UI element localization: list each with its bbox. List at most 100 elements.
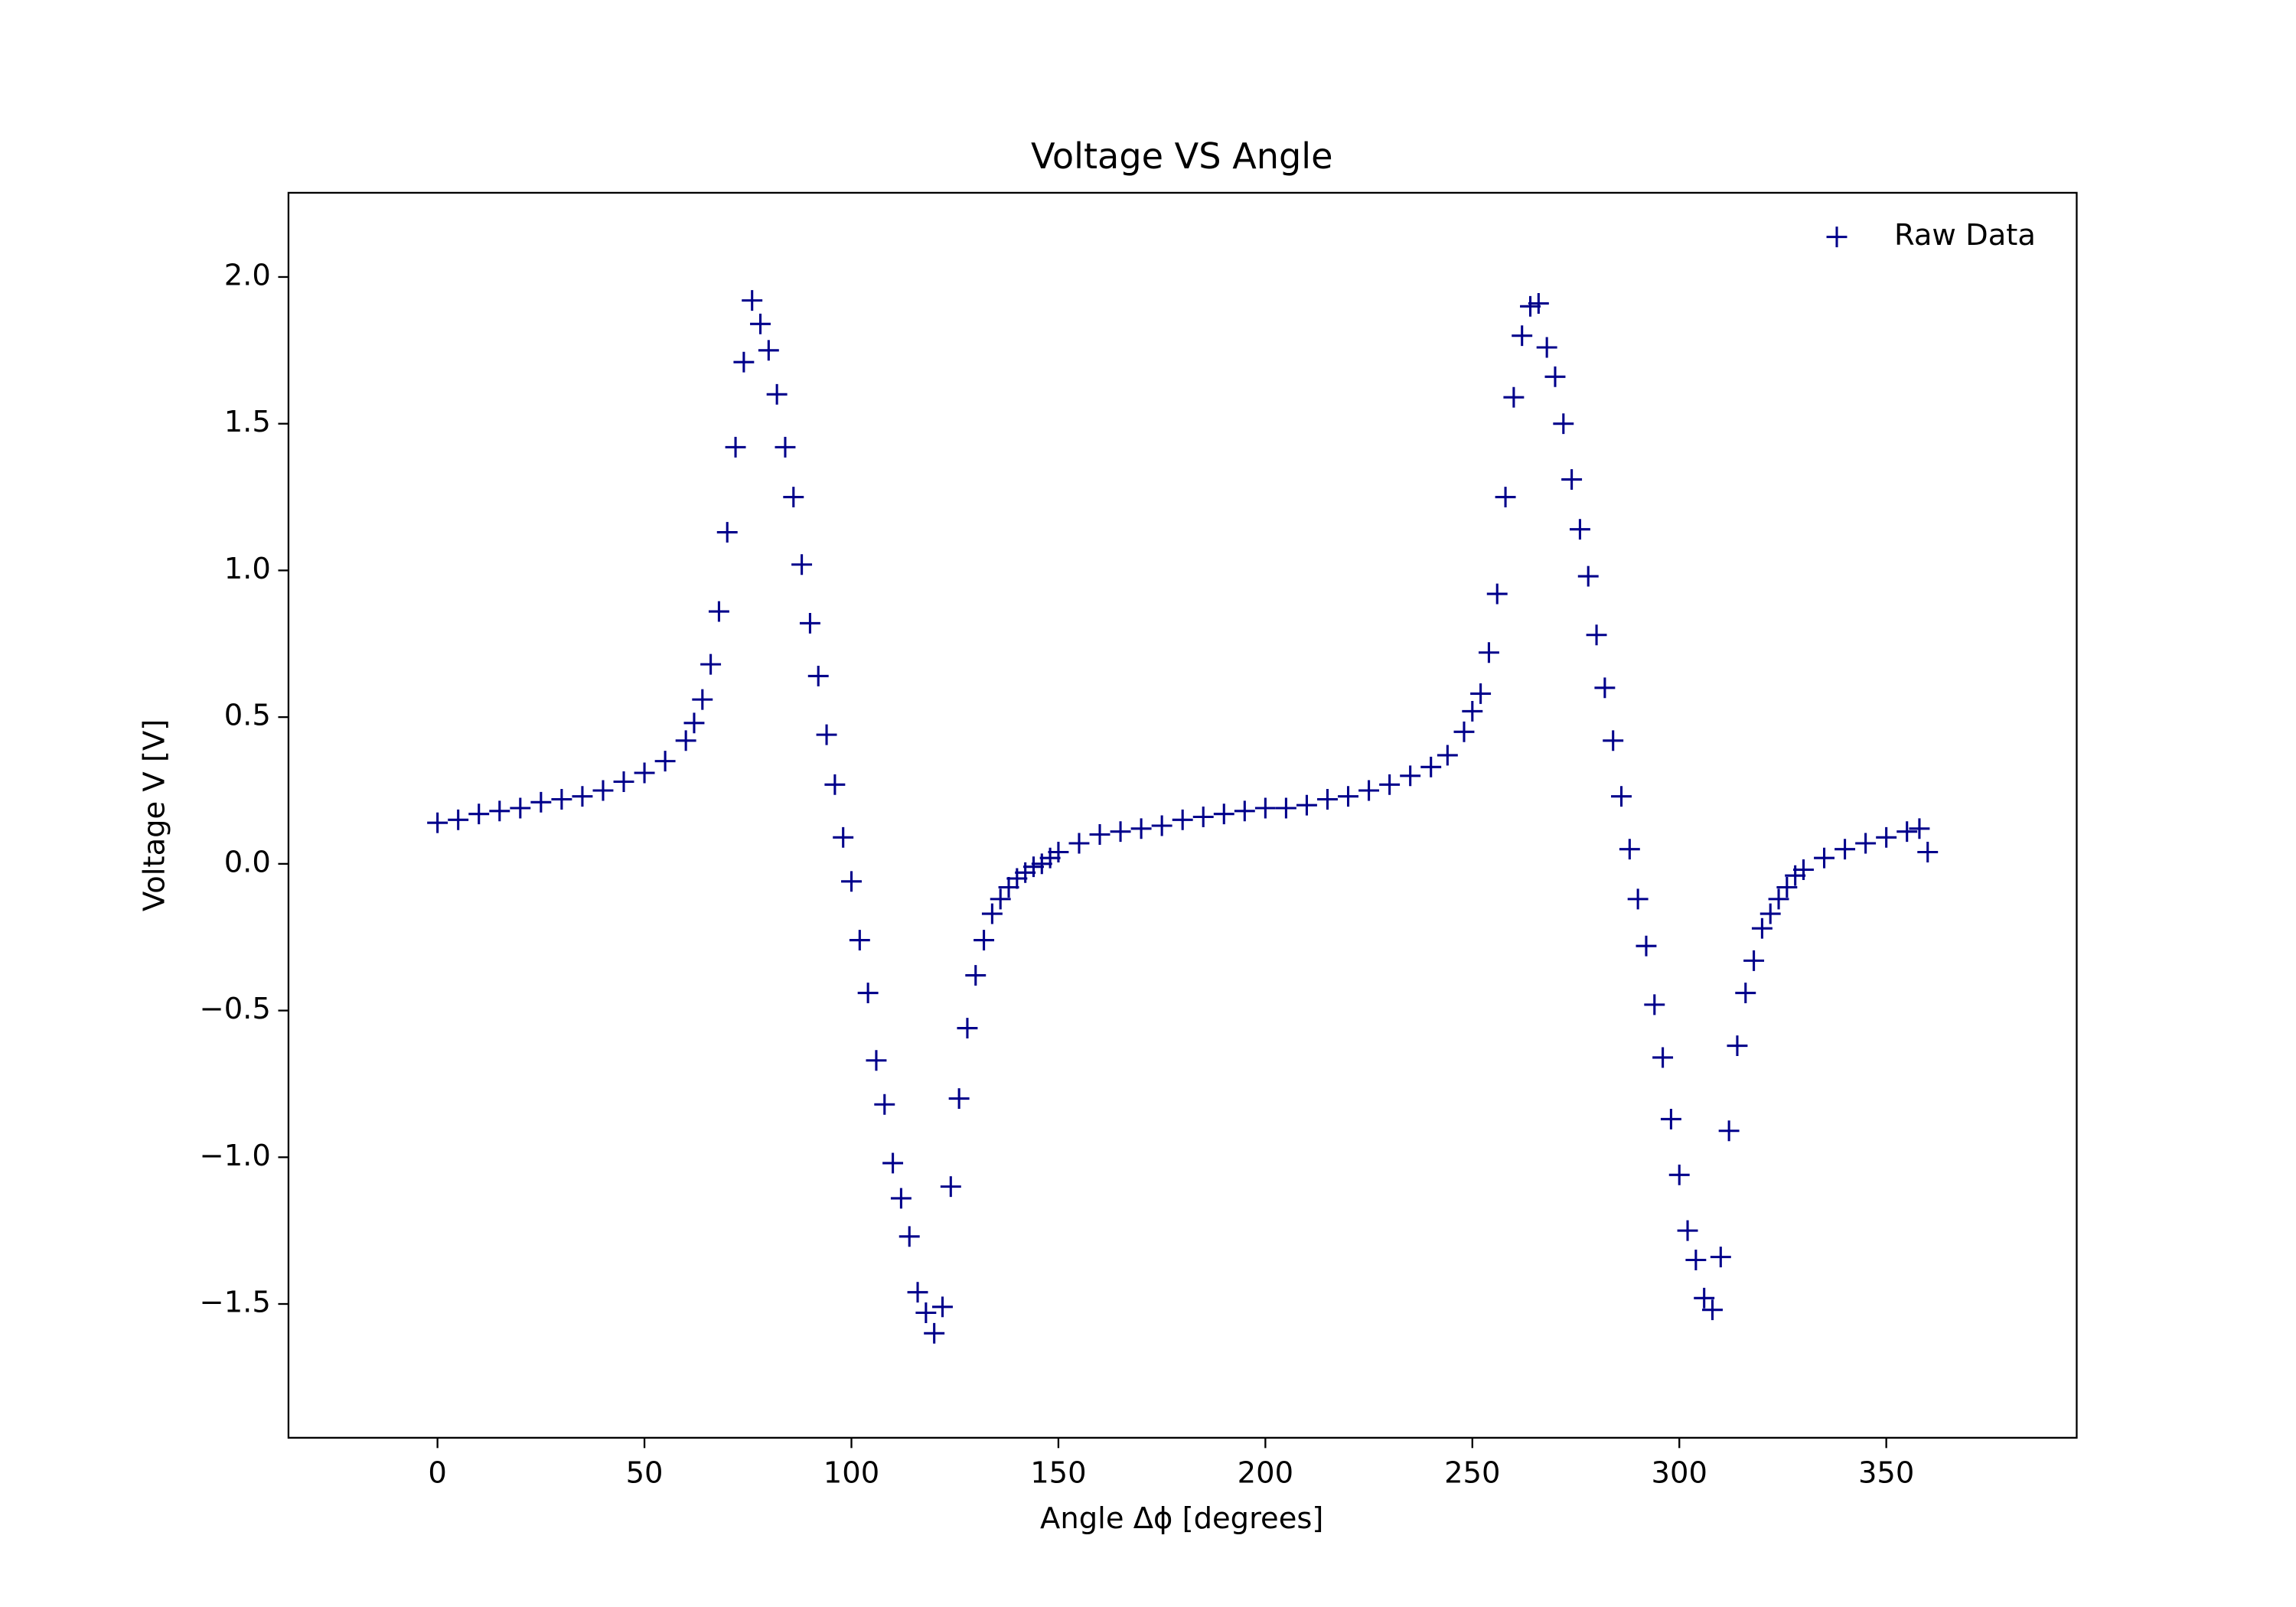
- x-tick-label: 100: [823, 1455, 879, 1490]
- data-point: [1619, 839, 1640, 860]
- data-point: [1296, 794, 1317, 816]
- data-point: [998, 877, 1019, 898]
- data-point: [1400, 765, 1421, 787]
- data-point: [807, 665, 829, 686]
- data-point: [1594, 677, 1616, 699]
- data-point: [1896, 821, 1918, 843]
- x-tick-label: 350: [1858, 1455, 1914, 1490]
- data-point: [948, 1088, 970, 1110]
- data-point: [448, 809, 469, 830]
- data-point: [1751, 918, 1773, 939]
- data-point: [1776, 877, 1798, 898]
- y-tick-label: 1.5: [224, 405, 271, 439]
- data-point: [1089, 824, 1110, 845]
- data-point: [816, 724, 837, 745]
- data-point: [613, 771, 634, 792]
- data-point: [742, 290, 763, 311]
- data-point: [1420, 756, 1442, 777]
- data-point: [1437, 745, 1458, 766]
- data-point: [1814, 847, 1835, 869]
- data-point: [791, 554, 813, 575]
- legend-label: Raw Data: [1894, 218, 2036, 253]
- data-point: [1512, 325, 1533, 347]
- data-point: [1694, 1287, 1715, 1309]
- data-point: [654, 751, 676, 772]
- data-point: [1553, 413, 1574, 435]
- data-point: [1577, 566, 1599, 587]
- data-point: [799, 612, 820, 634]
- data-point: [530, 791, 552, 813]
- data-point: [1478, 642, 1499, 663]
- y-tick-label: 1.0: [224, 552, 271, 586]
- data-point: [857, 983, 879, 1004]
- x-tick-label: 300: [1652, 1455, 1707, 1490]
- data-point: [1636, 935, 1657, 957]
- data-point: [1130, 818, 1152, 839]
- data-point: [1379, 774, 1401, 795]
- data-point: [1192, 807, 1214, 827]
- data-point: [1586, 624, 1607, 646]
- data-point: [427, 812, 448, 833]
- data-point: [1110, 821, 1131, 843]
- data-point: [990, 888, 1011, 910]
- data-point: [1743, 950, 1765, 971]
- data-point: [890, 1188, 912, 1209]
- y-tick-label: −1.0: [199, 1139, 270, 1173]
- data-point: [974, 930, 995, 950]
- data-point: [874, 1094, 895, 1115]
- data-point: [1909, 818, 1930, 839]
- y-tick-label: 0.5: [224, 699, 271, 733]
- data-point: [932, 1296, 953, 1318]
- x-tick-label: 250: [1444, 1455, 1500, 1490]
- y-tick-label: 0.0: [224, 845, 271, 879]
- data-point: [1603, 730, 1624, 751]
- data-point: [1677, 1220, 1698, 1241]
- data-point: [675, 730, 696, 751]
- data-point: [775, 436, 796, 458]
- data-point: [1317, 789, 1338, 810]
- data-point: [1338, 786, 1358, 807]
- data-point: [1520, 295, 1541, 317]
- data-point: [733, 351, 755, 373]
- legend-marker: [1826, 227, 1848, 248]
- data-point: [1561, 469, 1583, 491]
- x-tick-label: 50: [626, 1455, 664, 1490]
- y-tick-label: −0.5: [199, 992, 270, 1026]
- data-point: [1536, 337, 1557, 358]
- data-point: [1275, 797, 1296, 819]
- data-point: [1213, 804, 1234, 825]
- x-tick-label: 150: [1030, 1455, 1086, 1490]
- data-point: [1495, 487, 1516, 508]
- plot-frame: [287, 191, 2078, 1439]
- data-point: [1503, 386, 1525, 408]
- data-point: [899, 1226, 920, 1247]
- data-point: [1668, 1164, 1690, 1185]
- data-point: [1835, 839, 1856, 860]
- data-point: [1254, 797, 1276, 819]
- data-point: [468, 804, 490, 825]
- x-tick-label: 0: [428, 1455, 446, 1490]
- data-point: [683, 712, 705, 734]
- data-point: [1068, 833, 1090, 854]
- data-point: [1048, 842, 1069, 862]
- data-point: [965, 965, 987, 986]
- data-point: [1760, 903, 1781, 924]
- y-tick-label: 2.0: [224, 258, 271, 292]
- data-point: [1462, 700, 1483, 722]
- data-point: [700, 654, 722, 675]
- data-point: [1569, 519, 1590, 540]
- data-point: [1544, 366, 1566, 387]
- data-point: [783, 487, 804, 508]
- data-point: [1735, 983, 1756, 1004]
- data-point: [940, 1176, 961, 1198]
- data-point: [1917, 842, 1939, 862]
- data-point: [634, 762, 655, 784]
- data-point: [1486, 583, 1508, 605]
- data-point: [1652, 1047, 1674, 1068]
- data-point: [833, 826, 854, 848]
- data-point: [1644, 994, 1665, 1015]
- data-point: [1023, 856, 1044, 878]
- data-point: [551, 789, 572, 810]
